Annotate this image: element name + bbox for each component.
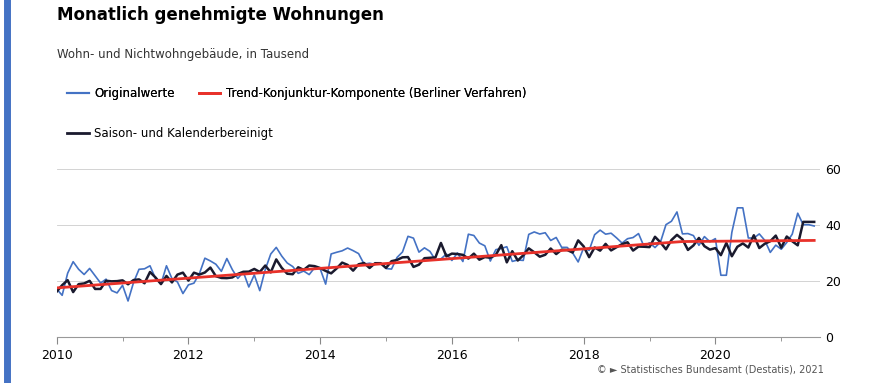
Legend: Saison- und Kalenderbereinigt: Saison- und Kalenderbereinigt (63, 123, 278, 145)
Text: Wohn- und Nichtwohngebäude, in Tausend: Wohn- und Nichtwohngebäude, in Tausend (57, 48, 309, 61)
Text: Monatlich genehmigte Wohnungen: Monatlich genehmigte Wohnungen (57, 6, 384, 24)
Legend: Originalwerte, Trend-Konjunktur-Komponente (Berliner Verfahren): Originalwerte, Trend-Konjunktur-Komponen… (63, 82, 531, 105)
Text: © ► Statistisches Bundesamt (Destatis), 2021: © ► Statistisches Bundesamt (Destatis), … (597, 365, 824, 375)
